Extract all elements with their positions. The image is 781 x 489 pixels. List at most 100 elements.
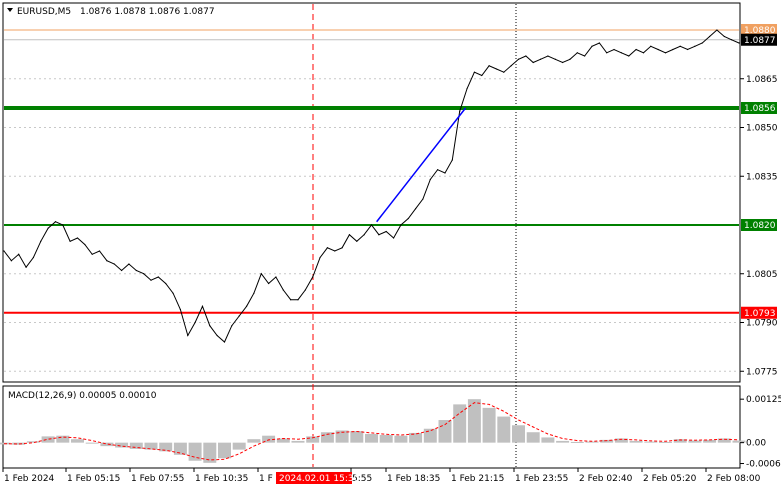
level-tag-label: 1.0856 bbox=[744, 104, 776, 114]
macd-pane[interactable] bbox=[2, 385, 741, 469]
x-tick-label: 1 Feb 07:55 bbox=[131, 474, 184, 484]
level-tag-label: 1.0820 bbox=[744, 221, 776, 231]
price-point bbox=[135, 269, 137, 272]
price-point bbox=[672, 48, 674, 51]
macd-axis: 0.00125 0.00 -0.0006 bbox=[740, 395, 781, 470]
price-point bbox=[532, 61, 534, 64]
macd-bar bbox=[688, 440, 702, 443]
macd-bar bbox=[526, 432, 540, 443]
macd-bar bbox=[115, 442, 129, 448]
price-point bbox=[473, 71, 475, 73]
price-point bbox=[10, 260, 12, 262]
price-point bbox=[32, 256, 35, 259]
price-point bbox=[165, 282, 167, 285]
x-tick-label: 2 Feb 02:40 bbox=[579, 474, 633, 484]
macd-bar bbox=[497, 416, 511, 443]
price-point bbox=[3, 250, 5, 252]
price-point bbox=[179, 308, 181, 311]
macd-bar bbox=[350, 431, 364, 443]
price-point bbox=[91, 253, 93, 255]
price-point bbox=[709, 35, 711, 38]
price-point bbox=[576, 52, 578, 54]
price-point bbox=[650, 45, 652, 47]
macd-bar bbox=[423, 428, 437, 443]
price-point bbox=[701, 42, 703, 44]
price-point bbox=[554, 58, 556, 60]
price-point bbox=[562, 61, 564, 64]
price-point bbox=[98, 250, 101, 252]
macd-bar bbox=[394, 435, 408, 443]
x-tick-label: 1 Feb 21:15 bbox=[451, 474, 504, 484]
time-axis: 1 Feb 2024 1 Feb 05:15 1 Feb 07:55 1 Feb 10… bbox=[2, 468, 761, 484]
macd-bar bbox=[26, 441, 40, 443]
price-point bbox=[635, 48, 637, 51]
price-point bbox=[54, 221, 57, 223]
price-point bbox=[326, 247, 328, 249]
price-point bbox=[150, 279, 152, 281]
price-point bbox=[348, 234, 351, 236]
price-point bbox=[62, 224, 64, 226]
price-point bbox=[488, 65, 490, 67]
price-point bbox=[466, 87, 468, 90]
price-point bbox=[422, 198, 424, 200]
macd-bar bbox=[276, 438, 290, 443]
macd-bar bbox=[570, 441, 584, 443]
macd-bar bbox=[673, 439, 687, 443]
price-point bbox=[679, 45, 681, 47]
trendline[interactable] bbox=[376, 107, 467, 223]
price-point bbox=[444, 172, 446, 174]
macd-signal-line bbox=[3, 402, 740, 461]
level-tag-support bbox=[741, 219, 777, 231]
macd-bar bbox=[85, 442, 99, 444]
macd-bar bbox=[717, 438, 731, 443]
price-point bbox=[584, 55, 586, 57]
y-tick-label: 1.0805 bbox=[746, 270, 778, 280]
x-tick-label: 2 Feb 05:20 bbox=[643, 474, 697, 484]
price-point bbox=[312, 276, 314, 278]
price-point bbox=[657, 48, 659, 51]
level-tag-label: 1.0793 bbox=[744, 309, 776, 319]
crosshair-time-tag bbox=[276, 472, 352, 484]
price-point bbox=[437, 169, 439, 171]
price-point bbox=[392, 237, 395, 239]
macd-bar bbox=[203, 442, 217, 463]
price-point bbox=[334, 250, 336, 252]
price-point bbox=[664, 52, 667, 54]
y-tick-label: 1.0835 bbox=[746, 172, 778, 182]
price-point bbox=[628, 55, 630, 57]
price-point bbox=[716, 29, 718, 31]
price-pane[interactable] bbox=[2, 2, 741, 383]
price-point bbox=[481, 74, 483, 77]
dropdown-triangle-icon[interactable] bbox=[7, 8, 13, 12]
price-point bbox=[113, 263, 115, 265]
x-tick-label: 1 Feb 2024 bbox=[4, 474, 55, 484]
macd-bar bbox=[453, 404, 467, 443]
macd-bar bbox=[585, 441, 599, 443]
y-tick-label: 1.0775 bbox=[746, 367, 778, 377]
price-point bbox=[172, 292, 174, 294]
macd-bar bbox=[41, 436, 55, 443]
price-point bbox=[686, 48, 689, 51]
macd-bar bbox=[159, 442, 173, 452]
price-point bbox=[606, 52, 608, 54]
macd-bar bbox=[703, 439, 717, 443]
macd-bar bbox=[482, 407, 496, 443]
price-point bbox=[495, 68, 498, 70]
price-point bbox=[187, 334, 189, 337]
x-tick-label: 1 Feb 18:35 bbox=[387, 474, 440, 484]
symbol-header: EURUSD,M5 1.0876 1.0878 1.0876 1.0877 bbox=[7, 7, 215, 17]
macd-bar bbox=[644, 441, 658, 443]
price-point bbox=[429, 178, 431, 181]
price-point bbox=[47, 227, 49, 229]
price-point bbox=[723, 35, 725, 38]
macd-tick-label: 0.00125 bbox=[746, 395, 781, 405]
macd-bar bbox=[188, 442, 202, 461]
price-point bbox=[106, 260, 108, 262]
price-point bbox=[275, 276, 277, 278]
price-axis: 1.0865 1.0850 1.0835 1.0805 1.0790 1.0775 1.08… bbox=[740, 24, 778, 377]
price-point bbox=[378, 234, 380, 236]
price-point bbox=[209, 325, 211, 327]
trendline-group bbox=[376, 107, 467, 223]
macd-bar bbox=[335, 430, 349, 443]
macd-tick-label: 0.00 bbox=[746, 439, 766, 449]
